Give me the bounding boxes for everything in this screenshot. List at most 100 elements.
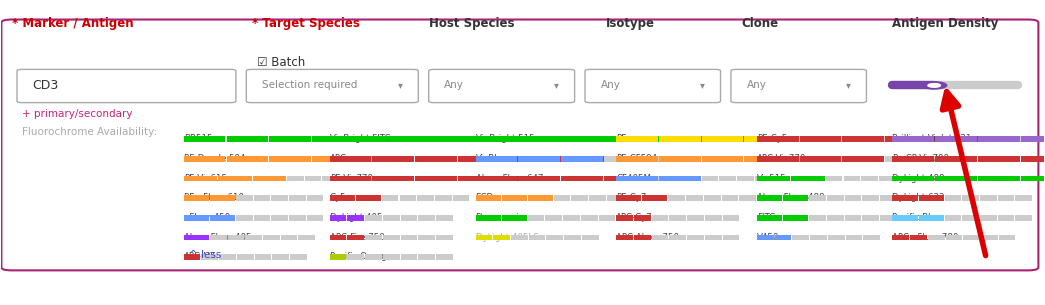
Bar	[654, 136, 713, 142]
Bar	[475, 215, 501, 221]
Bar	[202, 254, 218, 260]
Bar	[799, 136, 841, 142]
Bar	[702, 176, 719, 181]
Text: Pacific Blue: Pacific Blue	[892, 213, 942, 222]
Bar	[543, 176, 560, 181]
Bar	[365, 254, 381, 260]
Text: PerCP-Vio700: PerCP-Vio700	[892, 154, 950, 163]
Bar	[518, 156, 560, 162]
Bar	[783, 196, 808, 201]
Bar	[502, 196, 527, 201]
Bar	[702, 136, 743, 142]
Text: Alexa Fluor 405: Alexa Fluor 405	[184, 233, 251, 242]
Bar	[254, 215, 271, 221]
Bar	[418, 254, 435, 260]
Bar	[772, 136, 831, 142]
Bar	[545, 215, 562, 221]
Bar	[599, 215, 616, 221]
Bar	[737, 176, 753, 181]
Bar	[826, 176, 842, 181]
Bar	[640, 156, 656, 162]
Bar	[307, 196, 324, 201]
Bar	[845, 235, 862, 240]
Text: APC-Cy7: APC-Cy7	[617, 213, 653, 222]
Bar	[543, 156, 585, 162]
Bar	[659, 156, 701, 162]
Bar	[892, 136, 934, 142]
Bar	[921, 156, 937, 162]
Text: VioBright FITC: VioBright FITC	[329, 135, 390, 143]
Bar	[880, 196, 897, 201]
Text: Any: Any	[746, 81, 766, 90]
Text: Isotype: Isotype	[606, 16, 655, 30]
Bar	[501, 176, 542, 181]
Text: ^ less: ^ less	[189, 250, 222, 260]
Bar	[417, 196, 434, 201]
Bar	[754, 176, 771, 181]
Text: APC-Fire 750: APC-Fire 750	[329, 233, 385, 242]
Bar	[928, 136, 970, 142]
Bar	[981, 235, 998, 240]
Bar	[312, 156, 353, 162]
Text: Brilliant Violet 421: Brilliant Violet 421	[892, 135, 972, 143]
Bar	[721, 196, 738, 201]
Bar	[962, 196, 979, 201]
Bar	[652, 215, 669, 221]
Bar	[935, 136, 977, 142]
Bar	[418, 235, 435, 240]
Bar	[595, 136, 653, 142]
Text: V450: V450	[757, 233, 780, 242]
Bar	[665, 176, 681, 181]
Bar	[561, 156, 603, 162]
Bar	[563, 215, 580, 221]
Text: VioBlue: VioBlue	[475, 154, 508, 163]
Bar	[389, 136, 447, 142]
Bar	[885, 136, 927, 142]
Bar	[687, 136, 744, 142]
Bar	[502, 215, 527, 221]
Bar	[617, 196, 642, 201]
Bar	[873, 136, 889, 142]
Bar	[722, 235, 739, 240]
Bar	[892, 235, 909, 240]
Bar	[659, 176, 701, 181]
Bar	[508, 136, 566, 142]
Bar	[1014, 136, 1030, 142]
Bar	[287, 176, 304, 181]
Bar	[617, 176, 658, 181]
Bar	[688, 215, 704, 221]
Bar	[299, 235, 316, 240]
Bar	[702, 156, 743, 162]
Bar	[980, 196, 997, 201]
Bar	[799, 156, 841, 162]
Bar	[1021, 136, 1045, 142]
Bar	[372, 156, 414, 162]
Bar	[832, 136, 890, 142]
Bar	[604, 176, 646, 181]
Bar	[659, 136, 701, 142]
Bar	[263, 235, 280, 240]
Text: Host Species: Host Species	[428, 16, 514, 30]
Bar	[704, 196, 720, 201]
FancyArrowPatch shape	[943, 92, 985, 256]
Bar	[669, 196, 686, 201]
Text: Fluorochrome Availability:: Fluorochrome Availability:	[22, 127, 158, 137]
Bar	[830, 136, 872, 142]
Text: DyLight 633: DyLight 633	[892, 193, 945, 202]
Bar	[946, 235, 962, 240]
Bar	[184, 136, 226, 142]
Bar	[511, 235, 528, 240]
Bar	[365, 235, 381, 240]
Bar	[273, 254, 289, 260]
Bar	[365, 215, 381, 221]
Bar	[567, 136, 626, 142]
Bar	[255, 254, 272, 260]
Bar	[475, 136, 534, 142]
Bar	[493, 235, 510, 240]
Bar	[892, 196, 918, 201]
FancyBboxPatch shape	[247, 70, 418, 103]
Bar	[774, 235, 791, 240]
Bar	[435, 196, 451, 201]
Bar	[827, 196, 843, 201]
Text: Clone: Clone	[741, 16, 779, 30]
